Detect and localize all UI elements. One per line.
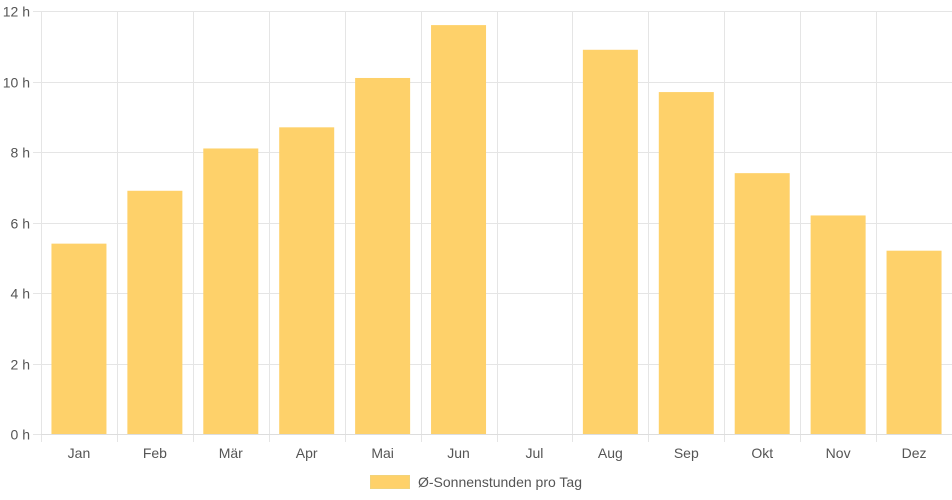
bar-sep	[658, 92, 714, 434]
x-tick-label: Apr	[296, 445, 318, 461]
y-tick-label: 2 h	[11, 357, 30, 373]
bars	[51, 25, 942, 435]
bar-mär	[203, 148, 259, 434]
bar-okt	[734, 173, 790, 434]
x-tick-label: Jul	[526, 445, 544, 461]
legend-swatch	[370, 475, 410, 489]
y-tick-label: 12 h	[3, 4, 30, 20]
x-tick-label: Mär	[219, 445, 243, 461]
legend-label: Ø-Sonnenstunden pro Tag	[418, 474, 582, 490]
y-tick-label: 10 h	[3, 75, 30, 91]
x-tick-label: Jan	[68, 445, 91, 461]
axes: 0 h 2 h 4 h 6 h 8 h 10 h 12 h Jan Feb Mär Apr Mai Ju…	[3, 4, 952, 461]
bar-feb	[127, 190, 183, 434]
x-tick-label: Feb	[143, 445, 167, 461]
x-tick-label: Sep	[674, 445, 699, 461]
legend[interactable]: Ø-Sonnenstunden pro Tag	[0, 472, 952, 492]
x-tick-label: Okt	[751, 445, 773, 461]
y-tick-label: 0 h	[11, 427, 30, 443]
bar-jan	[51, 243, 107, 434]
bar-jun	[431, 25, 487, 434]
bar-apr	[279, 127, 335, 434]
x-tick-label: Aug	[598, 445, 623, 461]
bar-nov	[810, 215, 866, 434]
x-tick-label: Jun	[447, 445, 470, 461]
x-tick-label: Dez	[902, 445, 927, 461]
x-tick-label: Nov	[826, 445, 851, 461]
grid-lines	[33, 11, 952, 442]
y-tick-label: 6 h	[11, 216, 30, 232]
y-tick-label: 8 h	[11, 145, 30, 161]
bar-aug	[582, 49, 638, 435]
x-tick-label: Mai	[371, 445, 394, 461]
y-tick-label: 4 h	[11, 286, 30, 302]
bar-mai	[355, 77, 411, 434]
bar-dez	[886, 250, 942, 434]
